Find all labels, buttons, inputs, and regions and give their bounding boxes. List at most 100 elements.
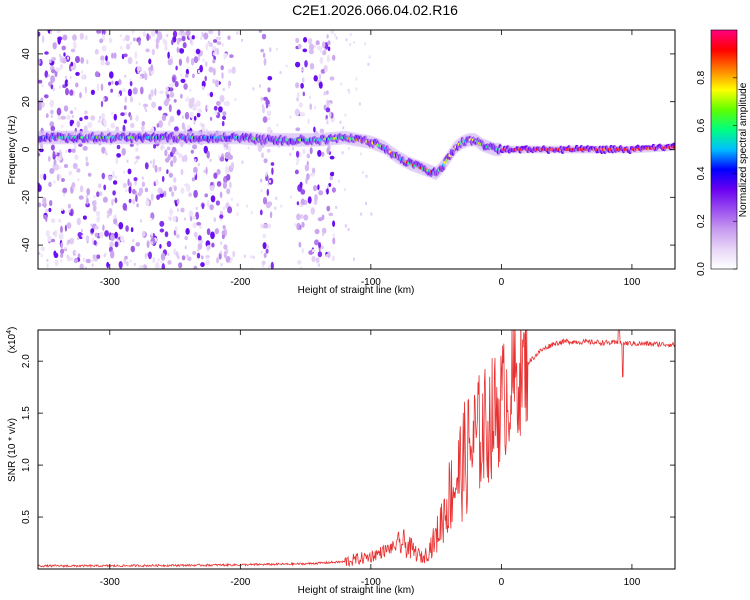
noise-speckle (145, 48, 150, 53)
noise-speckle (84, 35, 88, 41)
noise-speckle (57, 115, 62, 121)
noise-speckle (177, 254, 180, 260)
noise-speckle (312, 249, 315, 253)
noise-speckle (122, 182, 127, 188)
noise-speckle (135, 194, 138, 202)
noise-speckle (166, 146, 171, 151)
noise-speckle (143, 103, 148, 108)
noise-speckle (324, 69, 327, 73)
noise-speckle (218, 252, 222, 260)
noise-speckle (196, 221, 202, 226)
noise-speckle (221, 72, 224, 79)
noise-speckle (201, 31, 204, 37)
noise-speckle (54, 164, 60, 171)
noise-speckle (280, 204, 283, 208)
noise-speckle (306, 173, 310, 180)
noise-speckle (205, 259, 210, 266)
noise-speckle (309, 103, 313, 110)
noise-speckle (178, 32, 181, 36)
noise-speckle (326, 34, 329, 39)
noise-speckle (112, 170, 115, 179)
noise-speckle (223, 56, 226, 60)
noise-speckle (327, 46, 331, 52)
noise-speckle (201, 203, 205, 210)
noise-speckle (212, 78, 216, 84)
noise-speckle (222, 88, 225, 91)
noise-speckle (49, 200, 53, 207)
noise-speckle (309, 43, 314, 51)
noise-speckle (199, 240, 201, 244)
noise-speckle (98, 183, 102, 189)
noise-speckle (297, 259, 302, 265)
noise-speckle (38, 79, 43, 84)
noise-speckle (173, 177, 177, 183)
noise-speckle (299, 181, 303, 188)
noise-speckle (310, 207, 315, 215)
x-tick-label: 0 (499, 577, 505, 588)
y-tick-label: 1.0 (21, 458, 32, 472)
noise-speckle (114, 241, 119, 248)
noise-speckle (59, 174, 61, 178)
noise-speckle (132, 198, 135, 205)
noise-speckle (126, 43, 131, 50)
noise-speckle (301, 221, 305, 228)
noise-speckle (45, 113, 49, 118)
noise-speckle (193, 189, 198, 198)
noise-speckle (59, 63, 64, 70)
noise-speckle (230, 162, 234, 169)
noise-speckle (300, 189, 306, 195)
noise-speckle (40, 246, 46, 251)
noise-speckle (262, 52, 266, 58)
noise-speckle (206, 106, 209, 110)
noise-speckle (241, 160, 244, 164)
noise-speckle (232, 250, 235, 258)
noise-speckle (82, 74, 85, 80)
noise-speckle (317, 184, 320, 191)
noise-speckle (96, 191, 100, 198)
noise-speckle (300, 266, 303, 269)
noise-speckle (206, 200, 210, 208)
noise-speckle (161, 114, 167, 121)
noise-speckle (172, 215, 177, 222)
noise-speckle (300, 198, 305, 205)
noise-speckle (322, 50, 327, 56)
noise-speckle (229, 260, 232, 263)
noise-speckle (274, 206, 277, 210)
colorbar-frame (710, 29, 738, 270)
noise-speckle (66, 222, 72, 229)
noise-speckle (230, 257, 233, 261)
noise-speckle (313, 126, 316, 133)
noise-speckle (171, 191, 175, 197)
noise-speckle (261, 33, 267, 40)
noise-speckle (61, 124, 64, 128)
noise-speckle (191, 177, 195, 182)
noise-speckle (146, 240, 150, 248)
noise-speckle (94, 48, 99, 55)
y-tick-label: 2.0 (21, 354, 32, 368)
noise-speckle (222, 206, 226, 211)
noise-speckle (114, 231, 118, 239)
noise-speckle (84, 86, 88, 94)
noise-speckle (229, 54, 234, 58)
noise-speckle (152, 256, 156, 264)
noise-speckle (323, 92, 326, 96)
noise-speckle (40, 254, 43, 258)
noise-speckle (275, 47, 278, 51)
noise-speckle (76, 217, 81, 226)
y-tick-label: 40 (21, 48, 32, 60)
noise-speckle (299, 224, 302, 230)
noise-speckle (60, 242, 64, 249)
noise-speckle (192, 105, 198, 111)
noise-speckle (41, 35, 45, 43)
noise-speckle (140, 219, 143, 223)
noise-speckle (330, 30, 335, 35)
noise-speckle (189, 88, 192, 92)
noise-speckle (303, 214, 309, 221)
noise-speckle (268, 265, 271, 269)
noise-speckle (124, 96, 128, 103)
noise-speckle (150, 241, 153, 245)
noise-speckle (133, 37, 136, 42)
noise-speckle (172, 30, 178, 38)
noise-speckle (150, 30, 156, 37)
noise-speckle (176, 233, 180, 239)
